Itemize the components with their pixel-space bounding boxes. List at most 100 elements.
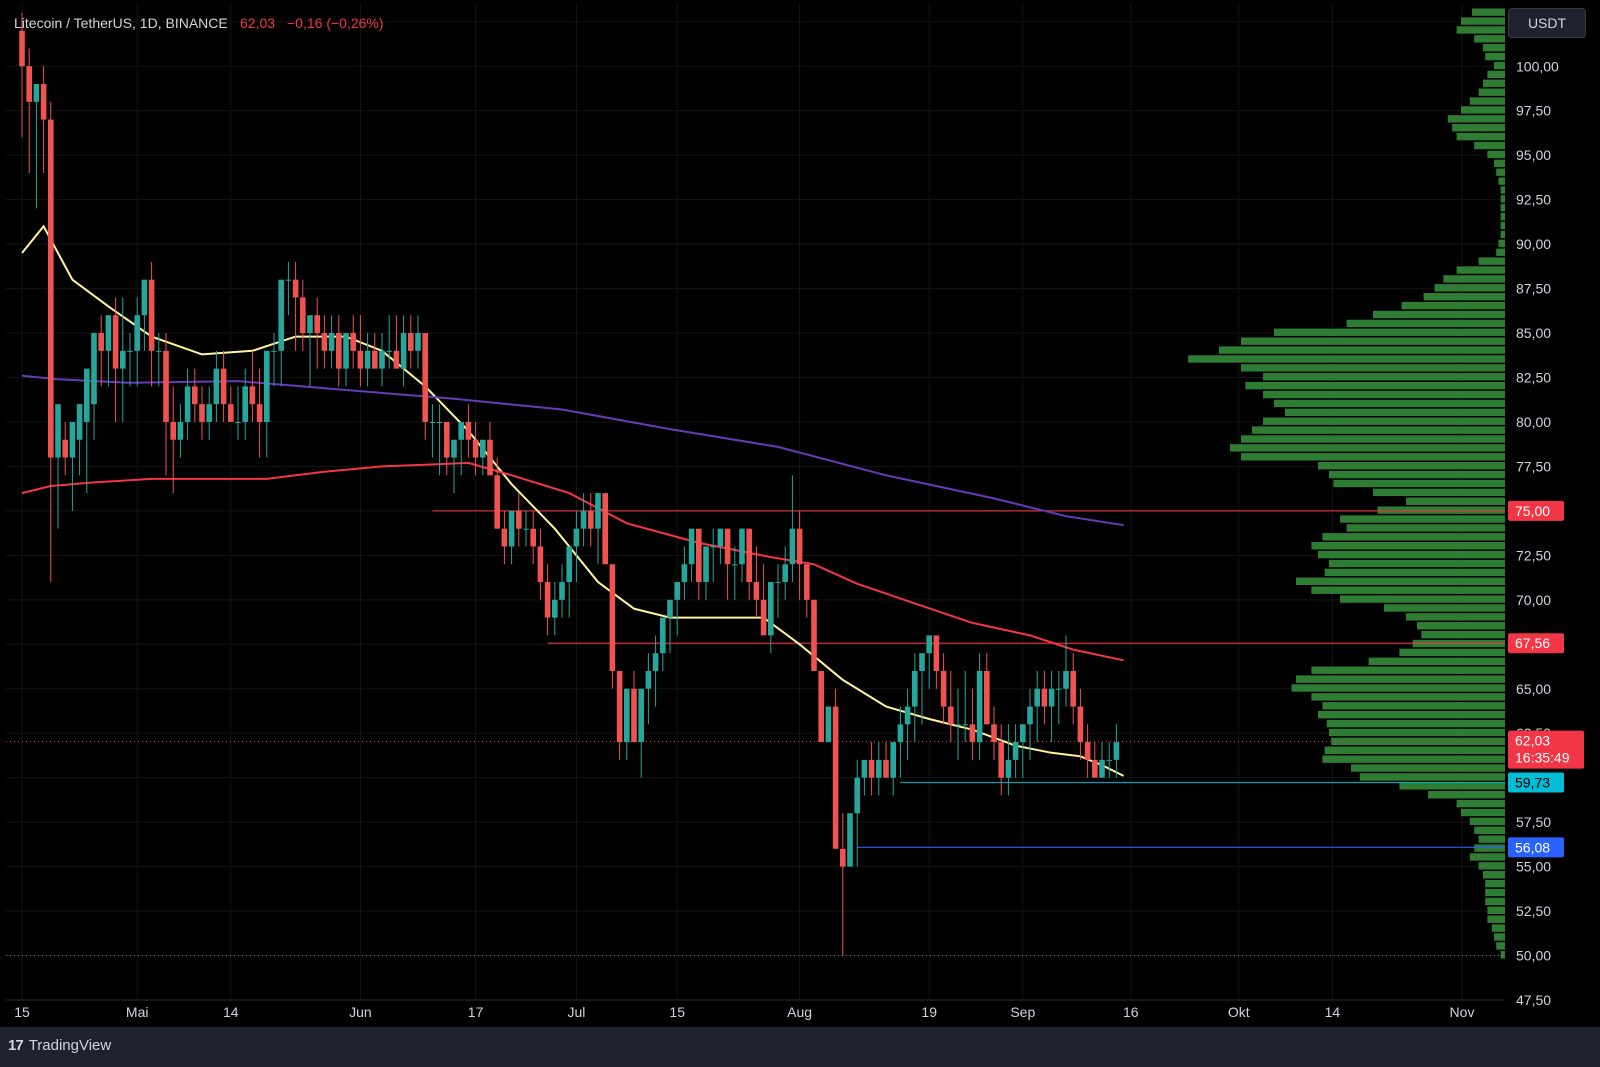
currency-button[interactable]: USDT bbox=[1508, 8, 1586, 38]
candle-body bbox=[804, 564, 810, 600]
candle-body bbox=[26, 66, 32, 102]
candle-body bbox=[1084, 742, 1091, 760]
candle-body bbox=[724, 528, 731, 565]
candle-body bbox=[372, 350, 378, 369]
candle-body bbox=[825, 706, 832, 743]
candle-body bbox=[904, 706, 911, 725]
candle-body bbox=[120, 350, 126, 369]
volume-profile-bar bbox=[1461, 808, 1505, 817]
candle bbox=[458, 421, 464, 476]
candle bbox=[408, 315, 414, 369]
volume-profile-bar bbox=[1500, 186, 1505, 194]
footer-bar bbox=[0, 1027, 1600, 1067]
candle-body bbox=[148, 279, 155, 351]
price-chart[interactable]: 47,5050,0052,5055,0057,5060,0062,5065,00… bbox=[0, 0, 1600, 1027]
candle-body bbox=[321, 333, 328, 351]
volume-profile-bar bbox=[1311, 693, 1505, 701]
volume-profile-bar bbox=[1478, 257, 1505, 265]
candle bbox=[631, 670, 637, 743]
candle-body bbox=[652, 653, 659, 671]
volume-profile-bar bbox=[1399, 648, 1505, 657]
candle-body bbox=[285, 279, 292, 281]
candle bbox=[588, 493, 594, 547]
candle bbox=[235, 386, 241, 440]
candle bbox=[19, 12, 25, 138]
candle bbox=[717, 528, 724, 565]
candle-body bbox=[991, 724, 997, 743]
candle bbox=[278, 279, 284, 387]
candle bbox=[732, 546, 738, 600]
candle bbox=[667, 599, 673, 654]
volume-profile-bar bbox=[1230, 444, 1505, 452]
candle-body bbox=[134, 315, 140, 351]
level-tag-label: 75,00 bbox=[1515, 503, 1550, 519]
time-tick-label: 14 bbox=[1325, 1004, 1341, 1020]
sma50-line bbox=[21, 224, 1125, 777]
candle-body bbox=[271, 350, 277, 352]
volume-profile-bar bbox=[1318, 710, 1505, 719]
volume-profile-bar bbox=[1472, 8, 1505, 16]
candle-body bbox=[530, 528, 536, 547]
volume-profile-bar bbox=[1500, 204, 1505, 212]
candle-body bbox=[1063, 670, 1069, 689]
volume-profile-bar bbox=[1401, 301, 1505, 310]
volume-profile-bar bbox=[1326, 719, 1505, 728]
candle-body bbox=[328, 333, 335, 351]
time-tick-label: Jun bbox=[349, 1004, 372, 1020]
candle-body bbox=[789, 528, 796, 565]
volume-profile-bar bbox=[1346, 524, 1505, 532]
volume-profile-bar bbox=[1456, 799, 1505, 808]
candle-body bbox=[480, 439, 486, 458]
candle bbox=[1034, 670, 1040, 743]
candle bbox=[652, 635, 659, 707]
candle bbox=[1048, 670, 1055, 743]
time-tick-label: Mai bbox=[126, 1004, 149, 1020]
price-tick-label: 85,00 bbox=[1516, 325, 1551, 341]
candle-body bbox=[192, 386, 198, 405]
candle-body bbox=[1070, 670, 1076, 707]
volume-profile-bar bbox=[1274, 328, 1505, 336]
candle-body bbox=[501, 528, 508, 547]
candle-body bbox=[580, 510, 587, 529]
volume-profile-bar bbox=[1322, 533, 1505, 541]
volume-profile-bar bbox=[1500, 221, 1505, 230]
candle bbox=[544, 564, 551, 636]
candle bbox=[228, 386, 234, 422]
volume-profile-bar bbox=[1485, 888, 1505, 897]
candle bbox=[199, 386, 205, 440]
candle-body bbox=[746, 528, 752, 583]
volume-profile-bar bbox=[1359, 773, 1505, 781]
candle bbox=[127, 333, 133, 387]
candle bbox=[285, 261, 292, 316]
candle bbox=[256, 368, 263, 458]
volume-profile-bar bbox=[1241, 453, 1505, 461]
candle-body bbox=[1012, 742, 1019, 760]
candle bbox=[343, 333, 349, 387]
time-axis[interactable]: 15 Mai 14 Jun 17 Jul 15 Aug 19 Sep 16 Okt 14 Nov bbox=[6, 999, 1505, 1020]
candle-body bbox=[616, 670, 623, 743]
candle-body bbox=[1041, 688, 1048, 707]
candle-body bbox=[1092, 759, 1098, 778]
volume-profile-bar bbox=[1252, 426, 1505, 434]
volume-profile-bar bbox=[1434, 284, 1505, 292]
volume-profile-bar bbox=[1241, 364, 1505, 372]
candle bbox=[948, 670, 954, 743]
candle-body bbox=[177, 421, 184, 440]
tradingview-brand[interactable]: 17 TradingView bbox=[8, 1037, 111, 1054]
volume-profile-bar bbox=[1377, 506, 1505, 514]
candle bbox=[962, 670, 968, 743]
candle-body bbox=[199, 404, 205, 422]
candle-body bbox=[249, 386, 256, 405]
candle bbox=[307, 315, 313, 387]
candle bbox=[674, 582, 680, 636]
candle bbox=[141, 279, 148, 351]
volume-profile-bar bbox=[1285, 408, 1505, 417]
volume-profile-bar bbox=[1443, 275, 1505, 283]
volume-profile-bar bbox=[1241, 435, 1505, 443]
candle-body bbox=[112, 315, 119, 369]
candle-body bbox=[235, 421, 241, 423]
candle-body bbox=[595, 493, 601, 529]
candle bbox=[1041, 670, 1048, 725]
candle bbox=[868, 742, 875, 796]
